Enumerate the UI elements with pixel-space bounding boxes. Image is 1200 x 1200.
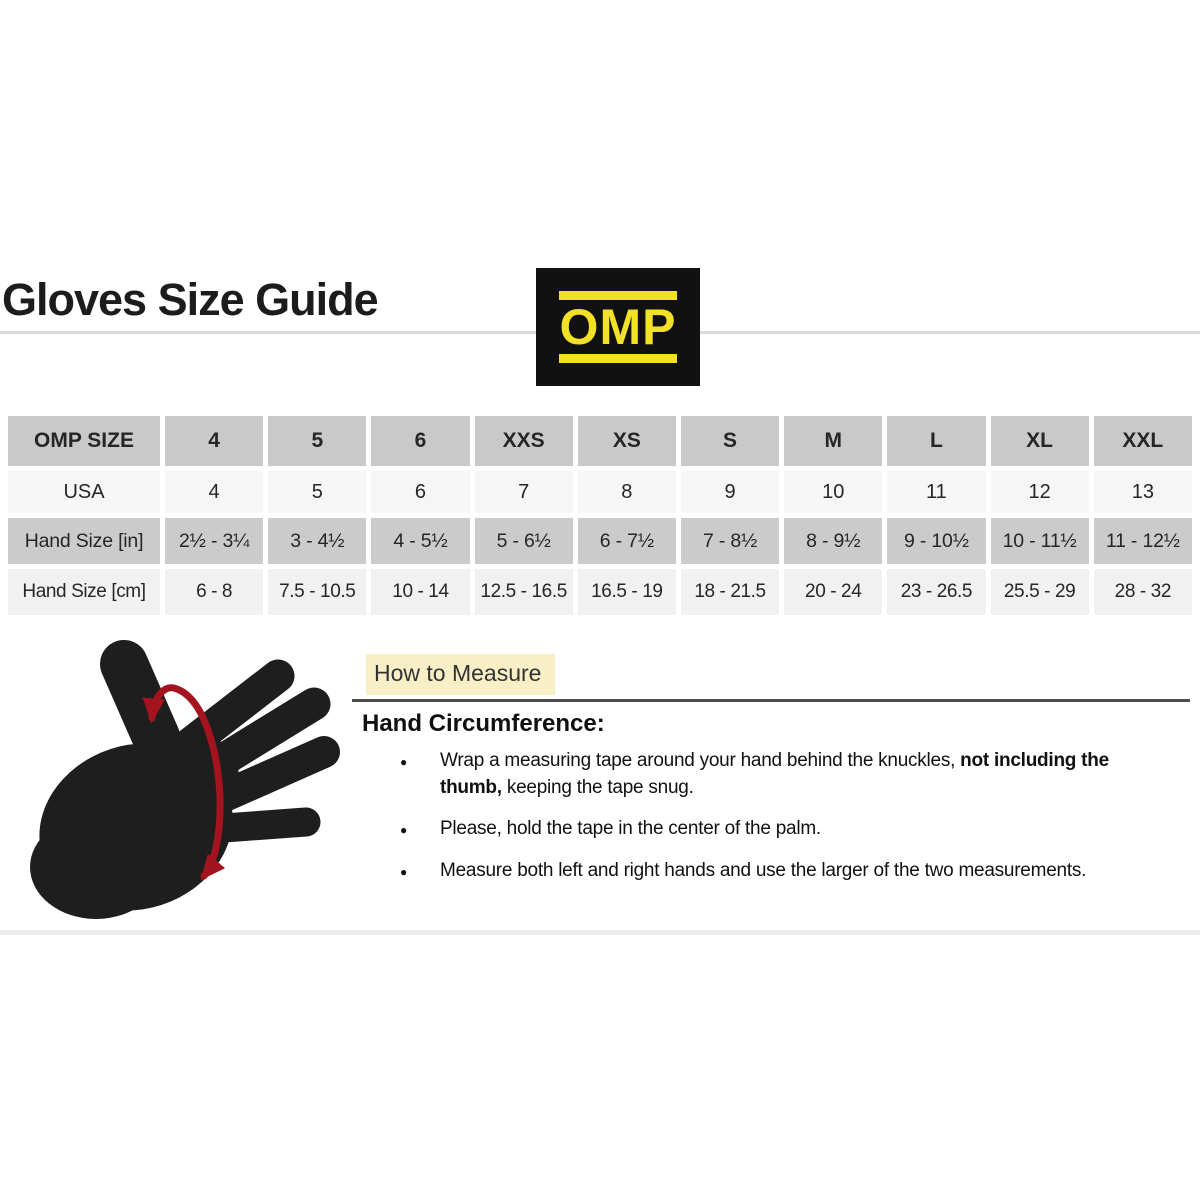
cell-value: 23 - 26.5 — [887, 569, 986, 615]
column-header: XXS — [474, 416, 573, 466]
instruction-item: Measure both left and right hands and us… — [392, 858, 1192, 885]
table-row: Hand Size [in] 2½ - 3¼ 3 - 4½ 4 - 5½ 5 - 6½ 6… — [8, 518, 1192, 564]
measuring-tape-arrow-icon — [142, 684, 226, 881]
hand-silhouette-icon — [30, 640, 340, 919]
cell-value: 13 — [1093, 471, 1192, 513]
column-header: S — [680, 416, 780, 466]
column-header: M — [784, 416, 883, 466]
cell-value: 25.5 - 29 — [990, 569, 1089, 615]
how-to-measure-heading: How to Measure — [366, 654, 556, 695]
cell-value: 7 - 8½ — [680, 518, 780, 564]
cell-value: 11 — [887, 471, 986, 513]
cell-value: 18 - 21.5 — [680, 569, 780, 615]
instruction-item: Please, hold the tape in the center of t… — [392, 816, 1192, 843]
section-divider — [352, 699, 1190, 702]
row-label: Hand Size [cm] — [8, 569, 160, 615]
instruction-bold-text: not including the thumb, — [440, 750, 1109, 798]
cell-value: 12 — [990, 471, 1089, 513]
cell-value: 4 — [165, 471, 264, 513]
hand-measurement-illustration — [8, 622, 353, 922]
cell-value: 6 — [371, 471, 470, 513]
cell-value: 11 - 12½ — [1093, 518, 1192, 564]
row-label: Hand Size [in] — [8, 518, 160, 564]
omp-logo: OMP — [536, 268, 700, 386]
row-label: USA — [8, 471, 160, 513]
size-table-header-row: OMP SIZE 4 5 6 XXS XS S M L XL XXL — [8, 416, 1192, 466]
cell-value: 10 - 14 — [371, 569, 470, 615]
column-header: L — [887, 416, 986, 466]
omp-logo-text: OMP — [559, 299, 677, 355]
logo-bar-top — [559, 291, 677, 300]
hand-circumference-heading: Hand Circumference: — [362, 710, 605, 737]
cell-value: 9 - 10½ — [887, 518, 986, 564]
cell-value: 6 - 8 — [165, 569, 264, 615]
cell-value: 10 - 11½ — [990, 518, 1089, 564]
cell-value: 7 — [474, 471, 573, 513]
cell-value: 20 - 24 — [784, 569, 883, 615]
size-table-body: OMP SIZE 4 5 6 XXS XS S M L XL XXL USA 4 5 6 7 8 9 10 11 12 1… — [8, 416, 1192, 615]
cell-value: 5 — [268, 471, 367, 513]
bottom-divider — [0, 930, 1200, 935]
cell-value: 28 - 32 — [1093, 569, 1192, 615]
cell-value: 8 — [577, 471, 676, 513]
cell-value: 4 - 5½ — [371, 518, 470, 564]
column-header: XS — [577, 416, 676, 466]
cell-value: 16.5 - 19 — [577, 569, 676, 615]
instruction-text: Wrap a measuring tape around your hand b… — [440, 750, 961, 771]
measure-instructions: Wrap a measuring tape around your hand b… — [392, 748, 1192, 884]
column-header: XL — [990, 416, 1089, 466]
instruction-text: Please, hold the tape in the center of t… — [440, 818, 821, 840]
table-row: Hand Size [cm] 6 - 8 7.5 - 10.5 10 - 14 12.5… — [8, 569, 1192, 615]
cell-value: 8 - 9½ — [784, 518, 883, 564]
cell-value: 6 - 7½ — [577, 518, 676, 564]
instruction-text: Measure both left and right hands and us… — [440, 859, 1087, 881]
size-table: OMP SIZE 4 5 6 XXS XS S M L XL XXL USA 4 5 6 7 8 9 10 11 12 1… — [3, 411, 1197, 620]
logo-bar-bottom — [559, 354, 677, 363]
instruction-text: keeping the tape snug. — [501, 776, 694, 798]
cell-value: 3 - 4½ — [268, 518, 367, 564]
cell-value: 12.5 - 16.5 — [474, 569, 573, 615]
size-table-container: OMP SIZE 4 5 6 XXS XS S M L XL XXL USA 4 5 6 7 8 9 10 11 12 1… — [3, 411, 1197, 620]
instruction-item: Wrap a measuring tape around your hand b… — [392, 748, 1192, 801]
cell-value: 2½ - 3¼ — [165, 518, 264, 564]
table-row: USA 4 5 6 7 8 9 10 11 12 13 — [8, 471, 1192, 513]
column-header: OMP SIZE — [8, 416, 160, 466]
column-header: 5 — [268, 416, 367, 466]
cell-value: 10 — [784, 471, 883, 513]
column-header: XXL — [1093, 416, 1192, 466]
cell-value: 5 - 6½ — [474, 518, 573, 564]
column-header: 6 — [371, 416, 470, 466]
page-title: Gloves Size Guide — [2, 274, 379, 325]
column-header: 4 — [165, 416, 264, 466]
cell-value: 7.5 - 10.5 — [268, 569, 367, 615]
cell-value: 9 — [680, 471, 780, 513]
